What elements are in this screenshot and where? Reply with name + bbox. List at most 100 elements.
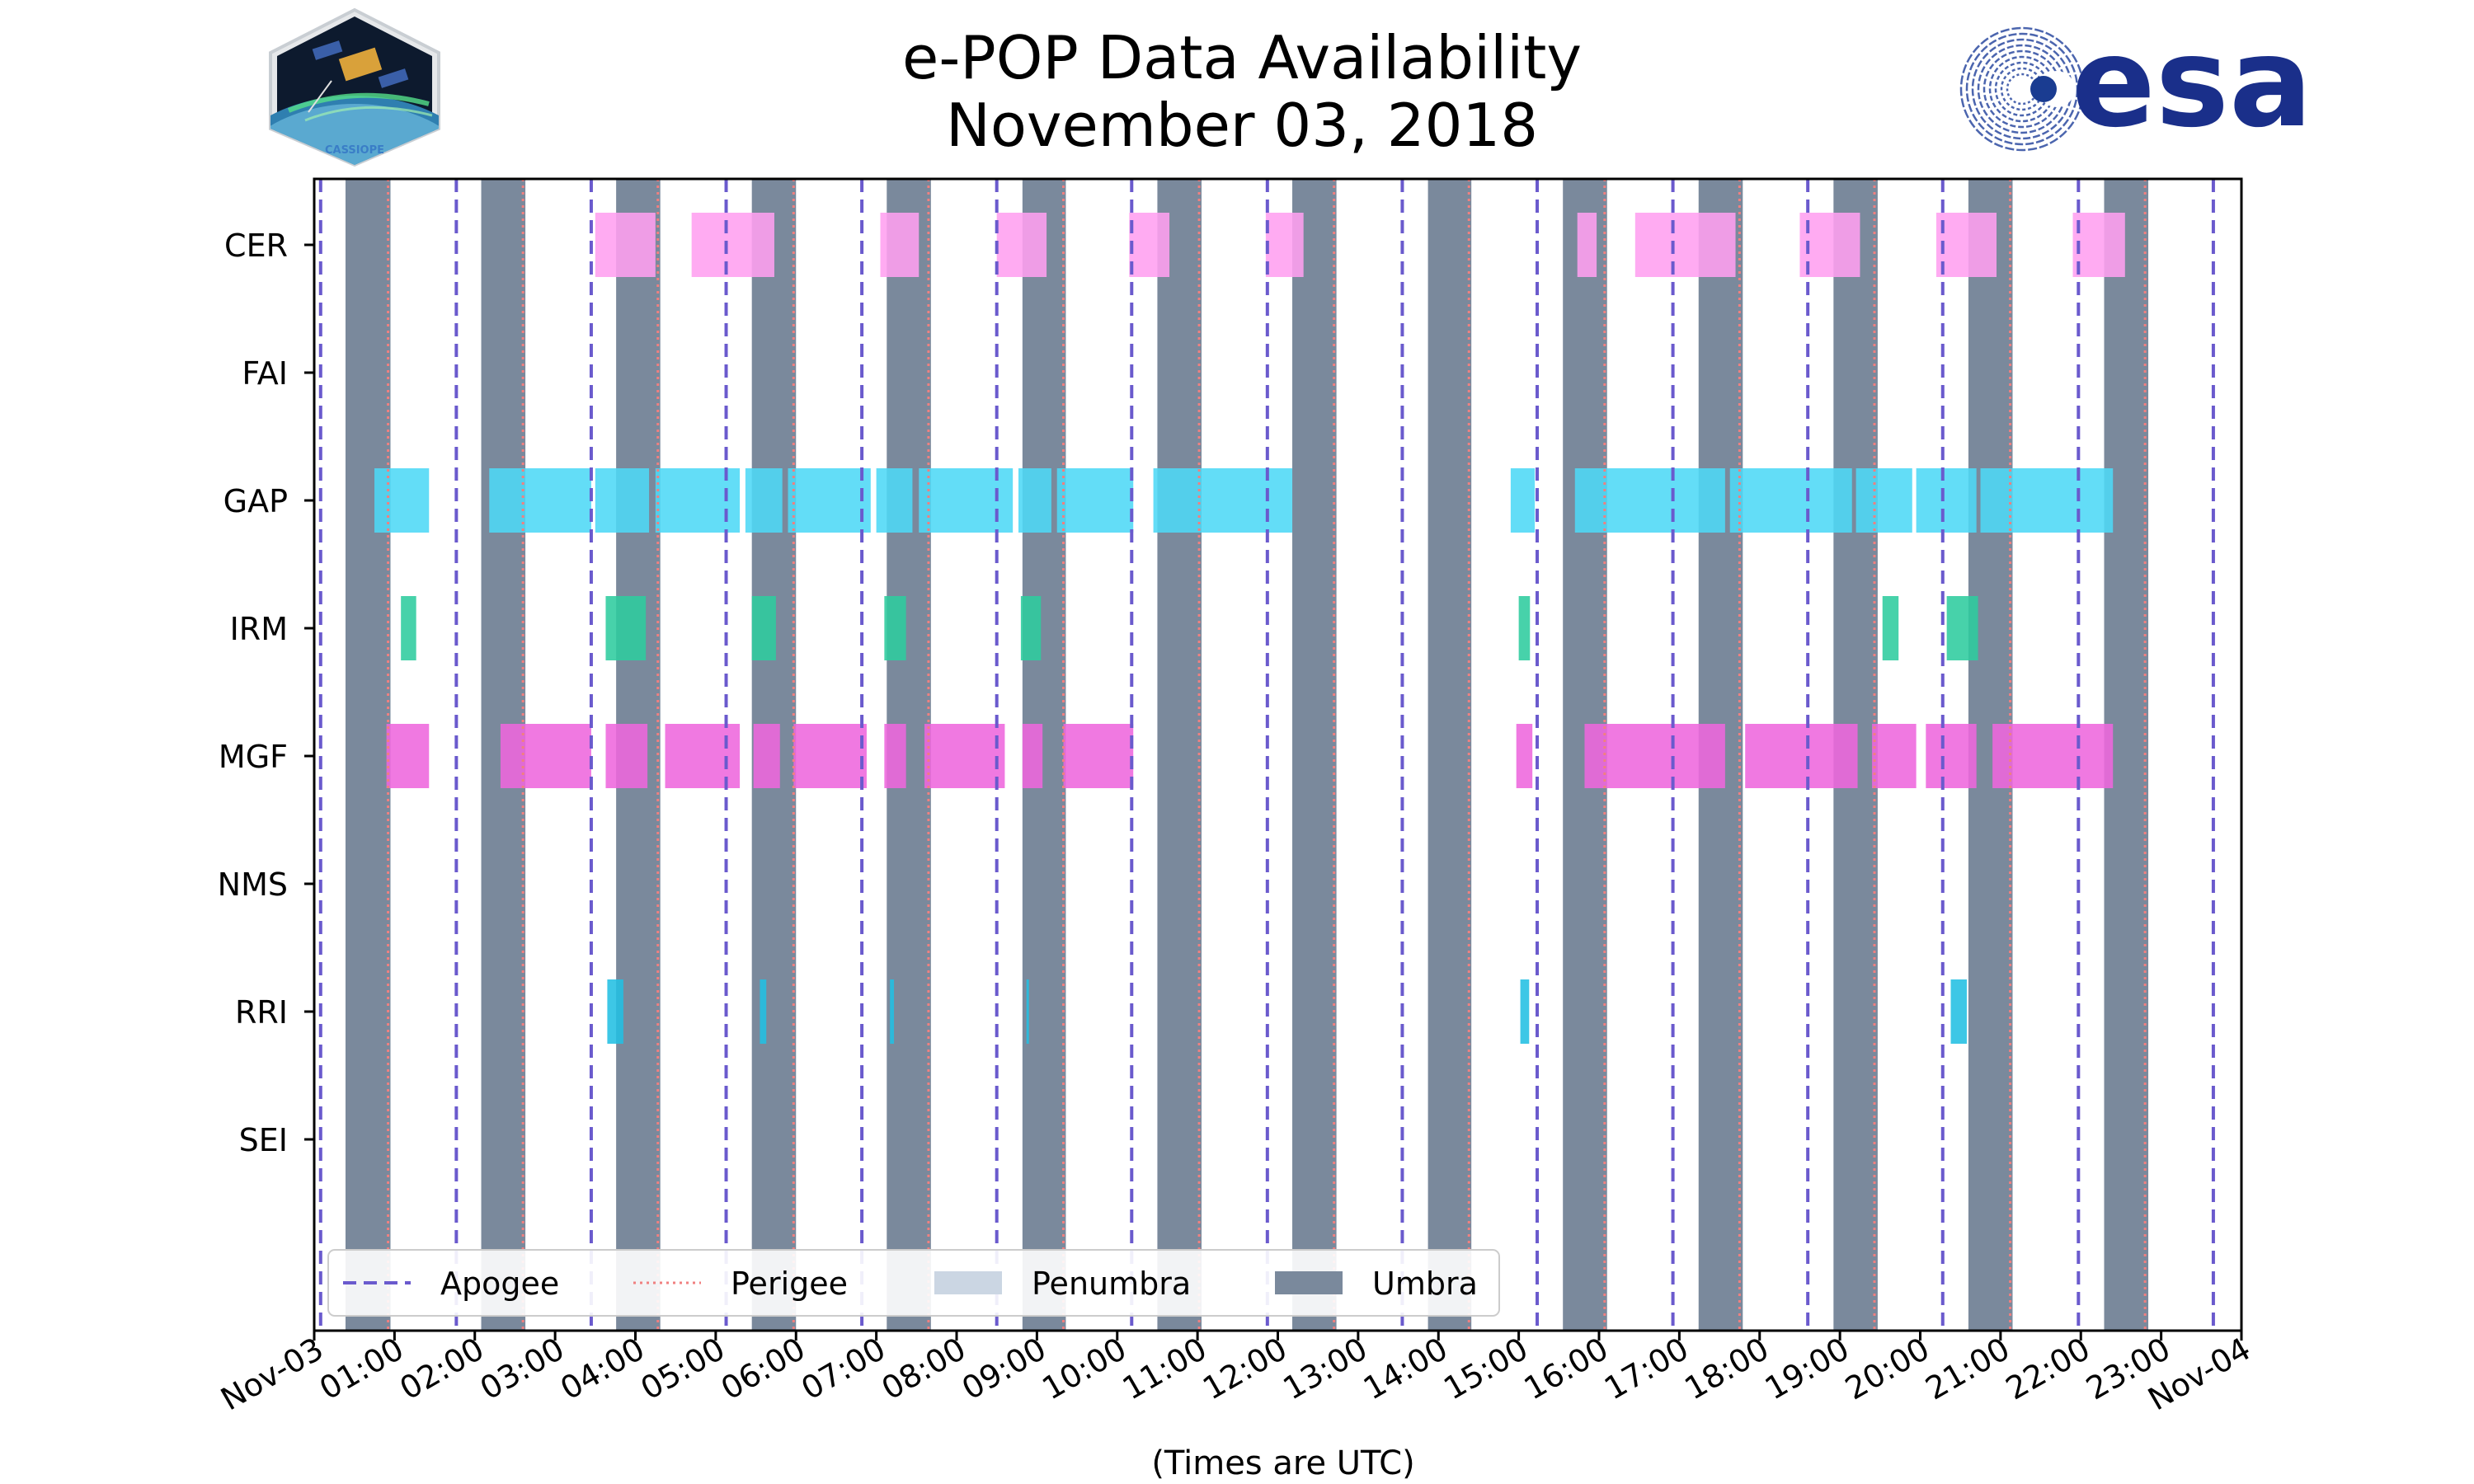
data-bar-rri — [1520, 979, 1530, 1044]
data-bar-cer — [1577, 213, 1597, 277]
x-tick-label: Nov-03 — [214, 1331, 329, 1418]
data-bar-gap — [1018, 468, 1051, 533]
data-bar-gap — [876, 468, 913, 533]
x-tick-label: 07:00 — [795, 1331, 891, 1407]
umbra-band — [1292, 179, 1337, 1331]
x-tick-label: 03:00 — [474, 1331, 571, 1407]
data-bar-mgf — [1992, 724, 2114, 788]
legend-umbra-swatch — [1275, 1271, 1343, 1294]
data-bar-cer — [2072, 213, 2125, 277]
x-tick-label: 16:00 — [1518, 1331, 1615, 1407]
data-bar-gap — [788, 468, 871, 533]
data-bar-irm — [1518, 596, 1531, 660]
x-tick-label: 02:00 — [393, 1331, 490, 1407]
y-tick-label: CER — [224, 228, 288, 264]
data-bar-gap — [745, 468, 783, 533]
data-bar-gap — [919, 468, 1014, 533]
data-bar-mgf — [1022, 724, 1043, 788]
data-bar-cer — [1799, 213, 1860, 277]
data-bar-cer — [1265, 213, 1304, 277]
x-tick-label: 23:00 — [2080, 1331, 2176, 1407]
data-bar-mgf — [1584, 724, 1725, 788]
cassiope-logo-text: CASSIOPE — [325, 144, 384, 157]
data-bar-mgf — [884, 724, 906, 788]
data-bar-irm — [1020, 596, 1042, 660]
data-bar-rri — [890, 979, 895, 1044]
y-tick-label: MGF — [219, 739, 288, 775]
data-bar-gap — [1916, 468, 1977, 533]
data-bar-cer — [996, 213, 1047, 277]
x-tick-label: 15:00 — [1437, 1331, 1534, 1407]
legend-label: Penumbra — [1032, 1266, 1191, 1302]
umbra-band — [1833, 179, 1878, 1331]
x-tick-label: 21:00 — [1920, 1331, 2016, 1407]
data-bar-mgf — [753, 724, 780, 788]
x-axis-label: (Times are UTC) — [1151, 1444, 1415, 1482]
x-tick-label: 08:00 — [876, 1331, 972, 1407]
umbra-band — [345, 179, 391, 1331]
legend-label: Perigee — [731, 1266, 848, 1302]
data-bar-mgf — [1063, 724, 1134, 788]
data-bar-gap — [374, 468, 430, 533]
legend-penumbra-swatch — [934, 1271, 1002, 1294]
data-bar-gap — [1729, 468, 1852, 533]
esa-logo: esa — [1959, 20, 2312, 155]
cassiope-logo: CASSIOPE — [269, 7, 440, 167]
plot-frame — [313, 177, 2243, 1332]
data-bar-rri — [760, 979, 767, 1044]
data-bar-irm — [1882, 596, 1899, 660]
umbra-band — [481, 179, 526, 1331]
data-bar-cer — [880, 213, 920, 277]
data-bar-gap — [1153, 468, 1293, 533]
data-bar-irm — [605, 596, 647, 660]
umbra-band — [1157, 179, 1202, 1331]
data-bar-gap — [595, 468, 650, 533]
x-tick-label: 19:00 — [1759, 1331, 1856, 1407]
y-tick-label: SEI — [239, 1122, 288, 1158]
satellite-icon — [308, 40, 409, 113]
data-bar-gap — [1574, 468, 1725, 533]
x-tick-label: 01:00 — [313, 1331, 410, 1407]
data-bar-gap — [1510, 468, 1536, 533]
data-bar-mgf — [500, 724, 591, 788]
umbra-band — [1022, 179, 1066, 1331]
data-bar-cer — [595, 213, 656, 277]
data-bar-gap — [1980, 468, 2114, 533]
x-tick-label: 06:00 — [715, 1331, 811, 1407]
x-tick-label: 04:00 — [554, 1331, 651, 1407]
y-tick-label: RRI — [235, 994, 288, 1031]
x-tick-label: Nov-04 — [2142, 1331, 2256, 1418]
data-bar-mgf — [605, 724, 648, 788]
data-bar-mgf — [793, 724, 867, 788]
x-tick-label: 17:00 — [1598, 1331, 1695, 1407]
data-bar-mgf — [1745, 724, 1858, 788]
x-tick-label: 18:00 — [1678, 1331, 1775, 1407]
data-bar-mgf — [1926, 724, 1977, 788]
data-bar-irm — [884, 596, 906, 660]
data-bar-gap — [1856, 468, 1912, 533]
y-tick-label: GAP — [223, 483, 288, 519]
data-bar-cer — [1935, 213, 1997, 277]
data-bar-irm — [751, 596, 776, 660]
legend-label: Umbra — [1372, 1266, 1478, 1302]
chart-title-line1: e-POP Data Availability — [902, 23, 1582, 92]
umbra-band — [1698, 179, 1743, 1331]
x-tick-label: 22:00 — [2000, 1331, 2096, 1407]
umbra-band — [1968, 179, 2013, 1331]
data-bar-mgf — [924, 724, 1005, 788]
data-bar-mgf — [1516, 724, 1533, 788]
data-bar-gap — [655, 468, 741, 533]
x-tick-label: 09:00 — [956, 1331, 1052, 1407]
esa-emblem-icon — [1959, 26, 2085, 152]
data-bar-gap — [489, 468, 591, 533]
data-bar-irm — [1946, 596, 1978, 660]
data-bar-mgf — [386, 724, 430, 788]
x-tick-label: 14:00 — [1357, 1331, 1454, 1407]
x-tick-label: 13:00 — [1277, 1331, 1374, 1407]
data-bar-irm — [401, 596, 416, 660]
x-tick-label: 05:00 — [635, 1331, 731, 1407]
umbra-band — [751, 179, 797, 1331]
data-bar-rri — [1026, 979, 1029, 1044]
